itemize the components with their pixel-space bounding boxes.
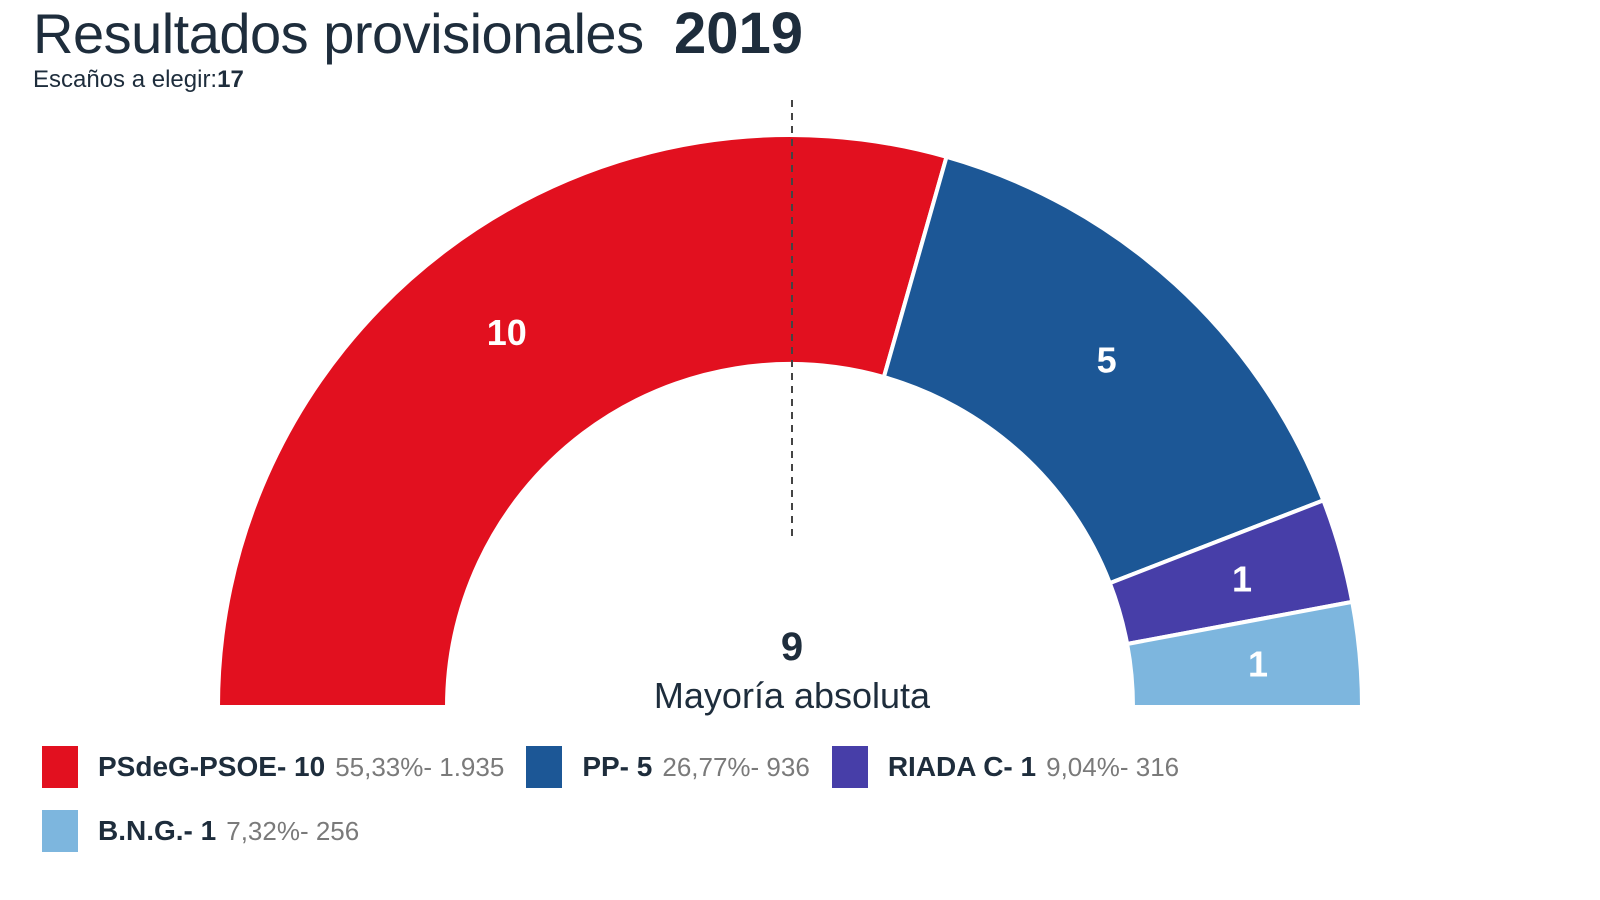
arc-segment-b-n-g	[1124, 599, 1365, 709]
legend-item-bng: B.N.G.- 1 7,32%- 256	[42, 810, 359, 852]
legend-detail: 26,77%- 936	[662, 751, 810, 782]
legend-label: PP- 5	[582, 751, 653, 782]
seat-count-label: 1	[1232, 558, 1252, 599]
chart-title: Resultados provisionales 2019	[33, 0, 803, 67]
title-text: Resultados provisionales	[33, 2, 644, 65]
legend-item-riada-c: RIADA C- 1 9,04%- 316	[831, 746, 1180, 788]
majority-value: 9	[781, 625, 803, 669]
legend-row: PSdeG-PSOE- 10 55,33%- 1.935 PP- 5 26,77…	[42, 745, 1442, 789]
legend-label: B.N.G.- 1	[98, 815, 217, 846]
title-year: 2019	[674, 1, 804, 66]
legend-detail: 7,32%- 256	[226, 815, 360, 846]
majority-label: Mayoría absoluta	[654, 675, 931, 716]
seat-count-label: 1	[1248, 644, 1268, 685]
legend-swatch	[42, 746, 78, 788]
legend-swatch	[42, 810, 78, 852]
seats-label: Escaños a elegir:	[33, 66, 218, 93]
legend-item-pp: PP- 5 26,77%- 936	[526, 746, 810, 788]
legend: PSdeG-PSOE- 10 55,33%- 1.935 PP- 5 26,77…	[42, 745, 1442, 873]
legend-row: B.N.G.- 1 7,32%- 256	[42, 809, 1442, 853]
seat-count-label: 5	[1097, 340, 1117, 381]
legend-swatch	[526, 746, 563, 788]
seat-label-group: 10 5 1 1	[487, 312, 1268, 685]
arc-group	[215, 133, 1365, 709]
seat-count-label: 10	[487, 312, 527, 353]
legend-label: RIADA C- 1	[887, 751, 1037, 782]
seats-total: 17	[217, 66, 244, 93]
seats-subtitle: Escaños a elegir:17	[33, 66, 244, 94]
arc-segment-psdeg-psoe	[215, 133, 950, 709]
legend-label: PSdeG-PSOE- 10	[98, 751, 326, 782]
arc-segment-pp	[881, 154, 1326, 586]
legend-detail: 55,33%- 1.935	[335, 751, 505, 782]
legend-item-psdeg-psoe: PSdeG-PSOE- 10 55,33%- 1.935	[42, 746, 504, 788]
legend-swatch	[831, 746, 868, 788]
legend-detail: 9,04%- 316	[1046, 751, 1180, 782]
